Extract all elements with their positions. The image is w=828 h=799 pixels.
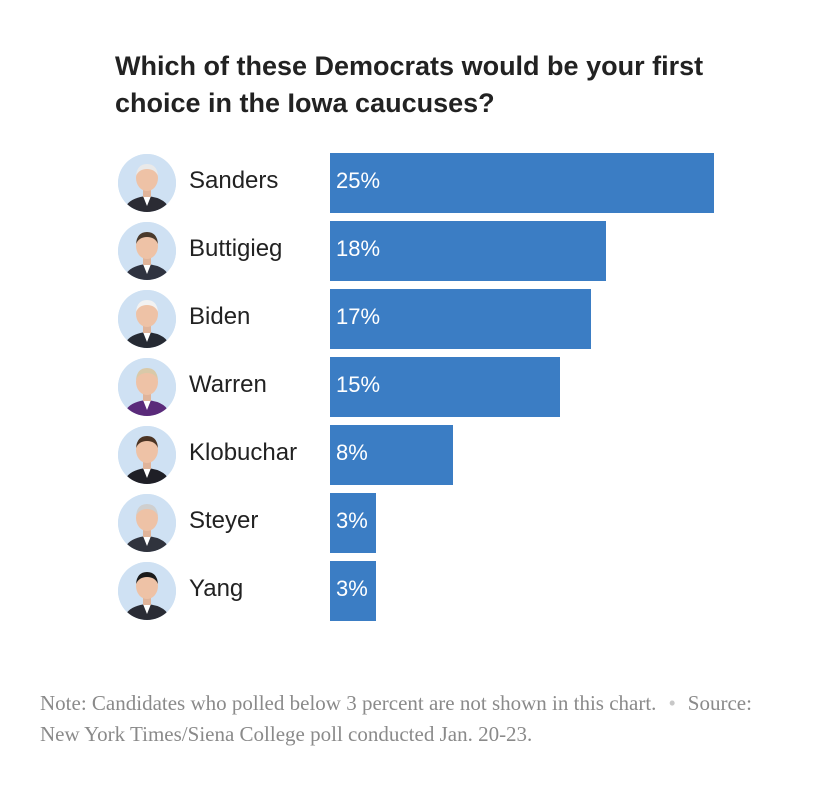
chart-title: Which of these Democrats would be your f… xyxy=(115,51,704,118)
bar-row-klobuchar: Klobuchar 8% xyxy=(0,425,828,485)
category-label: Yang xyxy=(189,575,244,602)
category-label: Warren xyxy=(189,371,267,398)
bar-steyer: 3% xyxy=(330,493,376,553)
bar-row-buttigieg: Buttigieg 18% xyxy=(0,221,828,281)
bar-row-steyer: Steyer 3% xyxy=(0,493,828,553)
bar-row-warren: Warren 15% xyxy=(0,357,828,417)
category-label: Buttigieg xyxy=(189,235,283,262)
bar-sanders: 25% xyxy=(330,153,714,213)
bar-value-label: 3% xyxy=(336,508,368,533)
candidate-photo-icon xyxy=(118,426,176,484)
bar-value-label: 18% xyxy=(336,236,381,261)
candidate-photo-icon xyxy=(118,494,176,552)
bar-yang: 3% xyxy=(330,561,376,621)
bar-value-label: 15% xyxy=(336,372,381,397)
bar-row-biden: Biden 17% xyxy=(0,289,828,349)
category-label: Klobuchar xyxy=(189,439,298,466)
note-text: Note: Candidates who polled below 3 perc… xyxy=(40,691,657,715)
bar-row-yang: Yang 3% xyxy=(0,561,828,621)
bar-biden: 17% xyxy=(330,289,591,349)
candidate-photo-icon xyxy=(118,562,176,620)
candidate-photo-icon xyxy=(118,358,176,416)
bar-row-sanders: Sanders 25% xyxy=(0,153,828,213)
category-label: Biden xyxy=(189,303,251,330)
category-label: Sanders xyxy=(189,167,279,194)
bar-value-label: 8% xyxy=(336,440,368,465)
source-text: Source: New York Times/Siena College pol… xyxy=(40,691,752,746)
candidate-photo-icon xyxy=(118,154,176,212)
bar-klobuchar: 8% xyxy=(330,425,453,485)
bar-buttigieg: 18% xyxy=(330,221,606,281)
candidate-photo-icon xyxy=(118,222,176,280)
bar-value-label: 17% xyxy=(336,304,381,329)
separator-dot: • xyxy=(668,691,676,715)
bar-value-label: 25% xyxy=(336,168,381,193)
bar-warren: 15% xyxy=(330,357,560,417)
candidate-photo-icon xyxy=(118,290,176,348)
category-label: Steyer xyxy=(189,507,259,534)
bar-value-label: 3% xyxy=(336,576,368,601)
chart-note: Note: Candidates who polled below 3 perc… xyxy=(40,688,790,750)
